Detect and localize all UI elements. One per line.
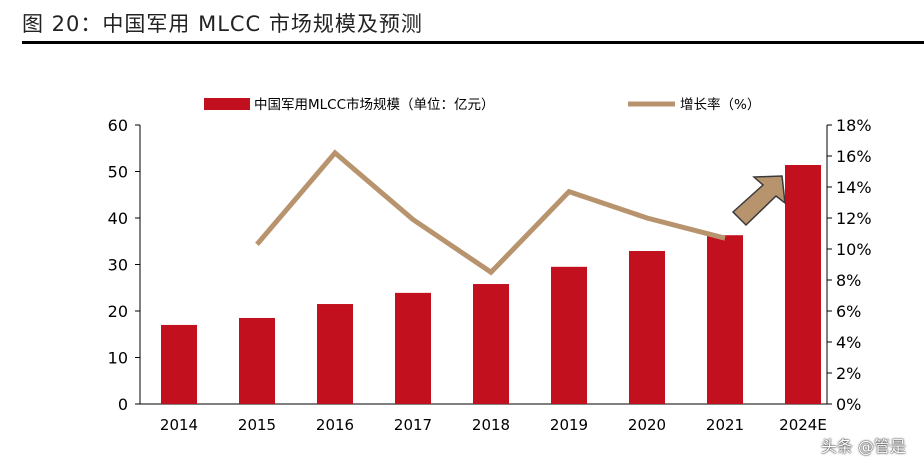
- title-rule: [22, 41, 924, 44]
- bar-2021: [707, 235, 743, 404]
- right-tick-label: 16%: [836, 147, 872, 166]
- x-tick-label: 2017: [394, 416, 432, 434]
- bar-2014: [161, 324, 197, 404]
- x-tick-label: 2019: [550, 416, 588, 434]
- x-tick-label: 2024E: [779, 416, 827, 434]
- bar-2019: [551, 266, 587, 404]
- x-tick-label: 2020: [628, 416, 666, 434]
- bar-2016: [317, 304, 353, 404]
- right-tick-label: 18%: [836, 116, 872, 135]
- left-tick-label: 30: [108, 256, 128, 275]
- right-tick-label: 12%: [836, 209, 872, 228]
- figure-title: 图 20：中国军用 MLCC 市场规模及预测: [22, 12, 423, 36]
- right-tick-label: 14%: [836, 178, 872, 197]
- growth-rate-line: [255, 149, 726, 276]
- legend-line-label: 增长率（%）: [680, 96, 760, 113]
- right-tick-label: 8%: [836, 271, 861, 290]
- x-tick-label: 2014: [160, 416, 198, 434]
- right-tick-label: 2%: [836, 364, 861, 383]
- bar-2017: [395, 292, 431, 404]
- right-tick-label: 0%: [836, 395, 861, 414]
- bar-2015: [239, 317, 275, 404]
- right-tick-label: 6%: [836, 302, 861, 321]
- left-tick-label: 20: [108, 302, 128, 321]
- bar-2018: [473, 284, 509, 404]
- left-tick-label: 60: [108, 116, 128, 135]
- right-tick-label: 4%: [836, 333, 861, 352]
- left-tick-label: 50: [108, 163, 128, 182]
- bar-2020: [629, 251, 665, 404]
- x-tick-label: 2015: [238, 416, 276, 434]
- trend-up-arrow: [731, 175, 786, 227]
- right-tick-label: 10%: [836, 240, 872, 259]
- x-tick-label: 2021: [706, 416, 744, 434]
- x-tick-label: 2018: [472, 416, 510, 434]
- bar-2024E: [785, 164, 821, 404]
- left-tick-label: 40: [108, 209, 128, 228]
- legend-bar-label: 中国军用MLCC市场规模（单位：亿元）: [254, 96, 495, 113]
- x-tick-label: 2016: [316, 416, 354, 434]
- watermark: 头条 @管是: [820, 437, 906, 456]
- legend-bar-swatch: [204, 98, 250, 110]
- left-tick-label: 10: [108, 349, 128, 368]
- left-tick-label: 0: [118, 395, 128, 414]
